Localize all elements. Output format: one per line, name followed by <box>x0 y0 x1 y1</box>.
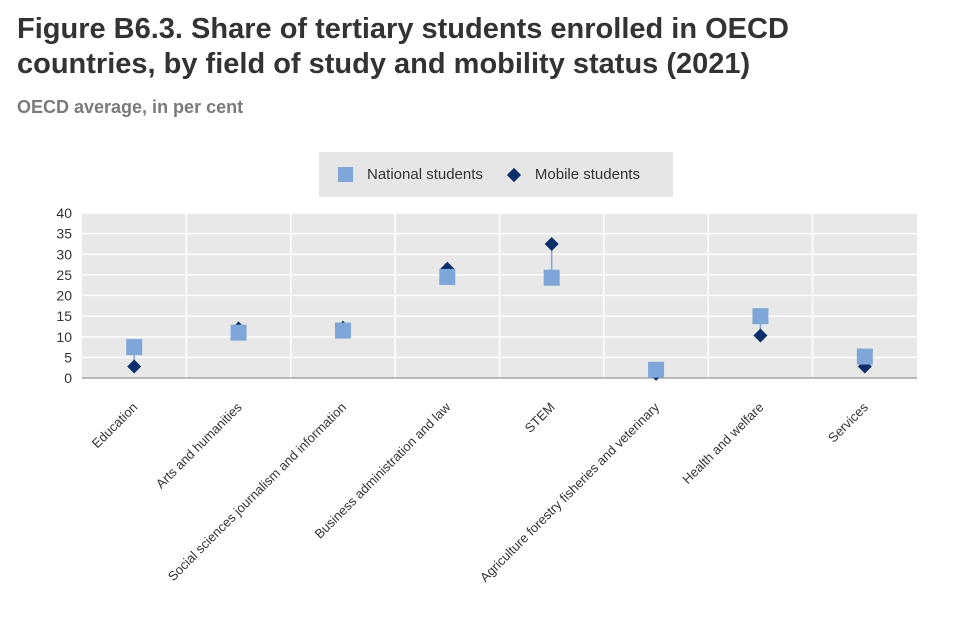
legend-label-mobile: Mobile students <box>534 166 640 183</box>
y-tick-label: 0 <box>64 370 72 386</box>
y-tick-label: 10 <box>56 329 72 345</box>
x-category-label: Arts and humanities <box>153 399 245 491</box>
y-tick-label: 35 <box>56 226 72 242</box>
national-marker <box>439 268 456 285</box>
y-tick-label: 25 <box>56 267 72 283</box>
y-tick-label: 5 <box>64 349 72 365</box>
mobile-marker <box>753 328 768 343</box>
national-marker <box>856 348 873 365</box>
national-marker <box>230 324 247 341</box>
x-category-label: STEM <box>522 400 558 436</box>
page-title: Figure B6.3. Share of tertiary students … <box>17 13 789 80</box>
legend-item-national: National students <box>319 166 483 183</box>
x-category-label: Agriculture forestry fisheries and veter… <box>477 399 663 585</box>
legend-square-marker <box>338 167 353 182</box>
x-category-label: Social sciences journalism and informati… <box>165 400 349 584</box>
national-marker <box>752 308 769 325</box>
series-national <box>126 268 873 378</box>
y-tick-label: 15 <box>56 308 72 324</box>
mobile-marker <box>127 359 142 374</box>
national-marker <box>648 361 665 378</box>
chart-subtitle: OECD average, in per cent <box>17 97 244 117</box>
x-category-label: Education <box>89 400 140 451</box>
legend-label-national: National students <box>367 166 483 183</box>
x-category-label: Health and welfare <box>679 400 766 487</box>
y-axis: 0 5 10 15 20 25 30 35 40 <box>56 205 917 386</box>
chart-legend: National students Mobile students <box>319 152 673 197</box>
national-marker <box>126 339 143 356</box>
x-category-label: Services <box>825 399 871 445</box>
y-tick-label: 30 <box>56 246 72 262</box>
y-tick-label: 20 <box>56 288 72 304</box>
gridlines <box>82 212 917 378</box>
legend-item-mobile: Mobile students <box>483 166 640 183</box>
national-marker <box>334 322 351 339</box>
y-tick-label: 40 <box>56 205 72 221</box>
national-marker <box>543 269 560 286</box>
mobile-marker <box>544 236 559 251</box>
